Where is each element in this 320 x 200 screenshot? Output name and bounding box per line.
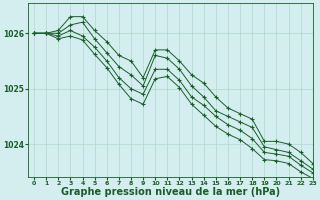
X-axis label: Graphe pression niveau de la mer (hPa): Graphe pression niveau de la mer (hPa)	[61, 187, 280, 197]
